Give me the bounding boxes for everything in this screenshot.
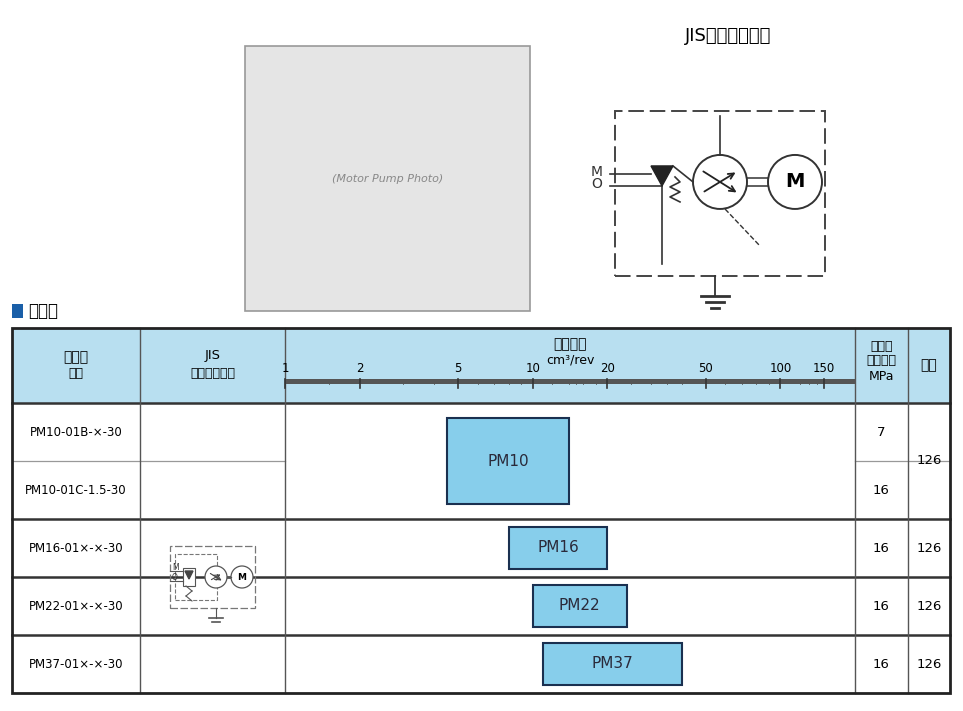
- Text: PM37-01×-×-30: PM37-01×-×-30: [29, 658, 123, 670]
- Text: 16: 16: [873, 483, 890, 496]
- Circle shape: [205, 566, 227, 588]
- Bar: [12, 403, 950, 693]
- Text: 16: 16: [873, 542, 890, 555]
- Bar: [12, 328, 950, 403]
- Bar: [183, 568, 195, 586]
- Text: O: O: [591, 177, 603, 191]
- Text: 126: 126: [917, 542, 942, 555]
- Bar: [533, 584, 627, 628]
- Bar: [508, 527, 608, 570]
- Text: 100: 100: [769, 361, 792, 375]
- Text: 126: 126: [917, 599, 942, 612]
- Text: 7: 7: [877, 425, 886, 439]
- Text: 1: 1: [281, 361, 289, 375]
- Text: MPa: MPa: [869, 370, 895, 383]
- Text: 16: 16: [873, 658, 890, 670]
- Text: 液压图形符号: 液压图形符号: [190, 367, 235, 380]
- Text: 150: 150: [813, 361, 835, 375]
- Text: PM10-01C-1.5-30: PM10-01C-1.5-30: [25, 483, 127, 496]
- Text: 页次: 页次: [921, 358, 937, 373]
- Text: cm³/rev: cm³/rev: [546, 353, 594, 366]
- Bar: [245, 46, 530, 311]
- Bar: [12, 328, 950, 693]
- Text: M: M: [172, 564, 178, 572]
- Text: O: O: [172, 574, 178, 582]
- Circle shape: [231, 566, 253, 588]
- Text: JIS: JIS: [204, 349, 221, 362]
- Text: 50: 50: [698, 361, 714, 375]
- Text: 电机泵: 电机泵: [28, 302, 58, 320]
- Circle shape: [768, 155, 822, 209]
- Text: PM22-01×-×-30: PM22-01×-×-30: [29, 599, 123, 612]
- Text: 20: 20: [600, 361, 614, 375]
- Text: 126: 126: [917, 454, 942, 468]
- Circle shape: [693, 155, 747, 209]
- Text: M: M: [785, 173, 805, 191]
- Text: 5: 5: [455, 361, 462, 375]
- Bar: [285, 379, 855, 384]
- Text: PM37: PM37: [591, 656, 634, 671]
- Bar: [447, 418, 569, 504]
- Text: 16: 16: [873, 599, 890, 612]
- Text: 最　高: 最 高: [871, 339, 893, 353]
- Text: 几何排量: 几何排量: [554, 337, 586, 351]
- Text: 工作压力: 工作压力: [867, 355, 897, 368]
- Text: 126: 126: [917, 658, 942, 670]
- Text: PM16: PM16: [537, 540, 579, 555]
- Polygon shape: [651, 166, 673, 186]
- Bar: [170, 546, 255, 608]
- Text: PM16-01×-×-30: PM16-01×-×-30: [29, 542, 123, 555]
- Text: (Motor Pump Photo): (Motor Pump Photo): [332, 173, 443, 183]
- Text: PM22: PM22: [559, 599, 601, 614]
- Bar: [615, 111, 825, 276]
- Text: JIS液压图形符号: JIS液压图形符号: [685, 27, 771, 45]
- Text: 2: 2: [355, 361, 363, 375]
- Polygon shape: [185, 571, 193, 579]
- Bar: [175, 554, 217, 600]
- Text: M: M: [591, 165, 603, 179]
- Bar: [543, 643, 682, 685]
- Text: PM10-01B-×-30: PM10-01B-×-30: [30, 425, 122, 439]
- Text: 型　号: 型 号: [64, 351, 89, 365]
- Bar: [12, 304, 23, 318]
- Text: M: M: [238, 572, 247, 582]
- Text: 10: 10: [525, 361, 540, 375]
- Text: PM10: PM10: [487, 454, 529, 469]
